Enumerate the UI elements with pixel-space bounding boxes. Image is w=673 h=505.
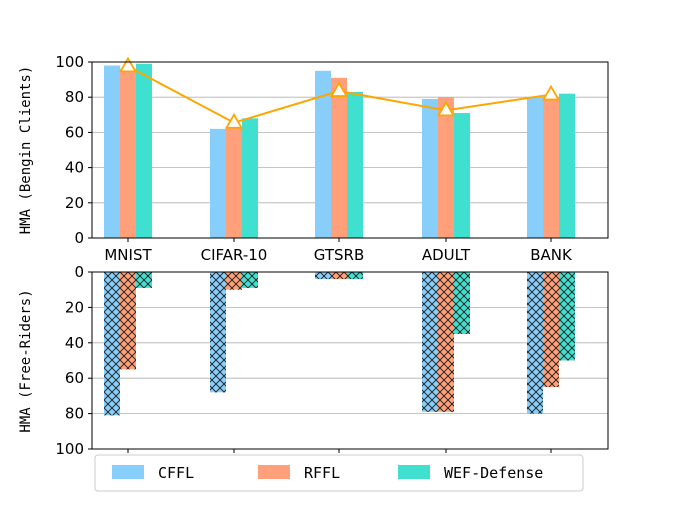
bar-rffl-gtsrb — [331, 77, 347, 238]
legend-swatch-wef-defense — [398, 465, 430, 479]
bar-cffl-gtsrb — [315, 70, 331, 238]
axes-frame — [91, 61, 609, 239]
bar-cffl-adult-hatch — [422, 272, 438, 412]
bar-wef-defense-mnist-hatch — [136, 272, 152, 288]
y-tick-label: 40 — [65, 159, 84, 177]
y-tick-label: 40 — [65, 334, 84, 352]
average-marker-cifar-10 — [224, 112, 244, 129]
bar-cffl-gtsrb-hatch — [315, 272, 331, 280]
y-tick-label: 100 — [55, 440, 84, 458]
y-tick-label: 100 — [55, 53, 84, 71]
bar-rffl-mnist — [120, 69, 136, 238]
bar-rffl-gtsrb-hatch — [331, 272, 347, 280]
y-tick-label: 0 — [74, 263, 84, 281]
bar-cffl-cifar-10-hatch — [210, 272, 226, 393]
top-panel: 0 20 40 60 80 100 MNIST CIFAR-10 GTSRB ADULT BANK — [55, 53, 609, 264]
bottom-panel: 0 20 40 60 80 100 — [55, 263, 609, 458]
bar-wef-defense-adult — [454, 113, 470, 238]
axes-frame — [91, 271, 609, 450]
x-tick-label-mnist: MNIST — [104, 246, 152, 264]
legend: CFFL RFFL WEF-Defense — [94, 454, 584, 492]
bar-wef-defense-gtsrb-hatch — [347, 272, 363, 280]
bar-rffl-mnist-hatch — [120, 272, 136, 370]
bar-rffl-adult-hatch — [438, 272, 454, 412]
x-tick-label-adult: ADULT — [422, 246, 471, 264]
y-tick-label: 60 — [65, 369, 84, 387]
legend-label-rffl: RFFL — [304, 464, 340, 482]
y-axis-label-top: HMA (Bengin Clients) — [18, 66, 34, 235]
bar-rffl-cifar-10 — [226, 127, 242, 238]
legend-swatch-cffl — [112, 465, 144, 479]
y-axis-label-bottom: HMA (Free-Riders) — [18, 289, 34, 432]
bar-cffl-mnist-hatch — [104, 272, 120, 416]
bar-rffl-bank-hatch — [543, 272, 559, 388]
y-tick-label: 0 — [74, 229, 84, 247]
bar-cffl-cifar-10 — [210, 128, 226, 238]
y-tick-label: 20 — [65, 298, 84, 316]
legend-label-wef-defense: WEF-Defense — [444, 464, 543, 482]
bar-wef-defense-adult-hatch — [454, 272, 470, 334]
y-tick-label: 20 — [65, 194, 84, 212]
bar-wef-defense-cifar-10-hatch — [242, 272, 258, 288]
average-marker-gtsrb — [329, 81, 349, 97]
x-tick-label-gtsrb: GTSRB — [314, 246, 365, 264]
legend-frame — [94, 454, 584, 492]
x-tick-label-bank: BANK — [530, 246, 573, 264]
bar-wef-defense-bank-hatch — [559, 272, 575, 361]
y-tick-label: 80 — [65, 405, 84, 423]
average-marker-adult — [436, 100, 456, 117]
bar-rffl-bank — [543, 97, 559, 238]
bar-rffl-cifar-10-hatch — [226, 272, 242, 290]
average-marker-mnist — [118, 56, 138, 73]
bar-cffl-mnist — [104, 65, 120, 239]
bar-rffl-adult — [438, 97, 454, 238]
bar-cffl-adult — [422, 98, 438, 239]
y-tick-label: 80 — [65, 88, 84, 106]
legend-label-cffl: CFFL — [158, 464, 194, 482]
x-tick-label-cifar-10: CIFAR-10 — [201, 246, 268, 264]
y-tick-label: 60 — [65, 123, 84, 141]
bar-wef-defense-gtsrb — [347, 91, 363, 238]
average-marker-bank — [541, 84, 561, 101]
legend-swatch-rffl — [258, 465, 290, 479]
bar-wef-defense-mnist — [136, 63, 152, 239]
bar-wef-defense-bank — [559, 93, 575, 239]
bar-wef-defense-cifar-10 — [242, 118, 258, 238]
bar-cffl-bank-hatch — [527, 272, 543, 414]
bar-cffl-bank — [527, 97, 543, 238]
